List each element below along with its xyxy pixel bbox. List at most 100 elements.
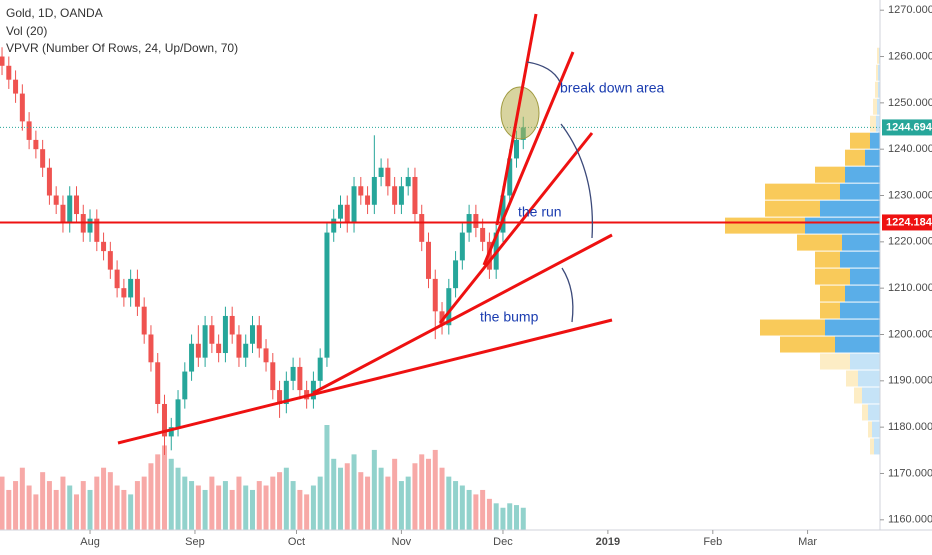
candle-body bbox=[392, 186, 398, 205]
candle-body bbox=[141, 306, 147, 335]
candle-body bbox=[134, 278, 140, 307]
candle-body bbox=[216, 343, 222, 354]
y-tick-label: 1220.000 bbox=[888, 236, 932, 248]
last-price-label: 1244.694 bbox=[886, 121, 932, 133]
candle-body bbox=[107, 251, 113, 270]
volume-bar bbox=[270, 476, 276, 530]
profile-down bbox=[820, 302, 840, 319]
candle-body bbox=[175, 399, 181, 428]
profile-down bbox=[845, 149, 865, 166]
volume-bar bbox=[209, 476, 215, 530]
y-tick-label: 1190.000 bbox=[888, 375, 932, 387]
candle-body bbox=[202, 325, 208, 358]
candle-body bbox=[473, 214, 479, 228]
candle-body bbox=[94, 218, 100, 242]
volume-bar bbox=[0, 476, 5, 530]
profile-down bbox=[870, 438, 874, 455]
volume-bar bbox=[141, 476, 147, 530]
candle-body bbox=[168, 427, 174, 437]
volume-bar bbox=[46, 481, 52, 530]
candle-body bbox=[182, 371, 188, 400]
candle-body bbox=[459, 232, 465, 261]
candle-body bbox=[243, 343, 249, 358]
candle-body bbox=[419, 214, 425, 242]
candle-body bbox=[453, 260, 459, 289]
volume-bar bbox=[283, 467, 289, 530]
volume-bar bbox=[189, 481, 195, 530]
profile-up bbox=[874, 438, 880, 455]
volume-bar bbox=[202, 489, 208, 530]
volume-bar bbox=[148, 463, 154, 530]
volume-bar bbox=[365, 476, 371, 530]
levels bbox=[0, 126, 880, 224]
volume-bar bbox=[175, 467, 181, 530]
volume-bar bbox=[121, 489, 127, 530]
profile-up bbox=[825, 319, 880, 336]
volume-bar bbox=[216, 485, 222, 530]
y-tick-label: 1180.000 bbox=[888, 421, 932, 433]
volume-bar bbox=[249, 489, 255, 530]
volume-bar bbox=[94, 476, 100, 530]
candle-body bbox=[256, 325, 262, 349]
x-tick-label: Mar bbox=[798, 536, 817, 548]
x-tick-label: Dec bbox=[493, 536, 513, 548]
candle-body bbox=[513, 139, 519, 159]
volume-bar bbox=[277, 472, 283, 530]
volume-bar bbox=[297, 489, 303, 530]
candle-body bbox=[331, 218, 337, 233]
volume-bar bbox=[520, 507, 526, 530]
volume-bar bbox=[33, 494, 39, 530]
trend-line bbox=[482, 51, 575, 266]
volume-bar bbox=[459, 485, 465, 530]
volume-bar bbox=[6, 489, 12, 530]
trend-lines bbox=[117, 13, 613, 445]
candle-body bbox=[365, 195, 371, 205]
y-tick-label: 1260.000 bbox=[888, 50, 932, 62]
legend-symbol: Gold, 1D, OANDA bbox=[6, 6, 103, 20]
candle-body bbox=[385, 167, 391, 187]
candle-body bbox=[40, 149, 46, 168]
candle-body bbox=[297, 366, 303, 391]
volume-bar bbox=[40, 472, 46, 530]
candle-body bbox=[114, 269, 120, 289]
profile-up bbox=[840, 302, 880, 319]
volume-bar bbox=[398, 481, 404, 530]
candle-body bbox=[222, 315, 228, 354]
volume-bar bbox=[405, 476, 411, 530]
volume-bar bbox=[480, 489, 486, 530]
profile-down bbox=[854, 387, 862, 404]
volume-bar bbox=[101, 467, 107, 530]
arcs bbox=[526, 61, 594, 323]
profile-up bbox=[842, 234, 880, 251]
profile-down bbox=[877, 47, 879, 64]
candle-body bbox=[432, 278, 438, 312]
profile-down bbox=[876, 64, 878, 81]
axes: 1160.000 1170.000 1180.000 1190.000 1200.000… bbox=[80, 4, 932, 548]
profile-up bbox=[872, 421, 880, 438]
x-tick-label: Oct bbox=[288, 536, 305, 548]
volume-bar bbox=[439, 467, 445, 530]
candle-body bbox=[6, 65, 12, 80]
candle-body bbox=[67, 195, 73, 224]
profile-up bbox=[878, 81, 880, 98]
candle-body bbox=[33, 139, 39, 150]
candle-body bbox=[283, 380, 289, 404]
volume-bar bbox=[290, 481, 296, 530]
volume-bar bbox=[412, 463, 418, 530]
volume-bar bbox=[486, 498, 492, 530]
volume-bar bbox=[26, 485, 32, 530]
candle-body bbox=[155, 362, 161, 404]
profile-down bbox=[862, 404, 868, 421]
profile-up bbox=[868, 404, 880, 421]
trend-line bbox=[495, 13, 538, 226]
profile-up bbox=[845, 166, 880, 183]
volume-bar bbox=[358, 472, 364, 530]
candle-body bbox=[53, 195, 59, 205]
profile-down bbox=[760, 319, 825, 336]
volume-bar bbox=[425, 458, 431, 530]
profile-up bbox=[850, 268, 880, 285]
profile-down bbox=[868, 421, 872, 438]
candle-body bbox=[26, 121, 32, 140]
volume-bar bbox=[19, 467, 25, 530]
